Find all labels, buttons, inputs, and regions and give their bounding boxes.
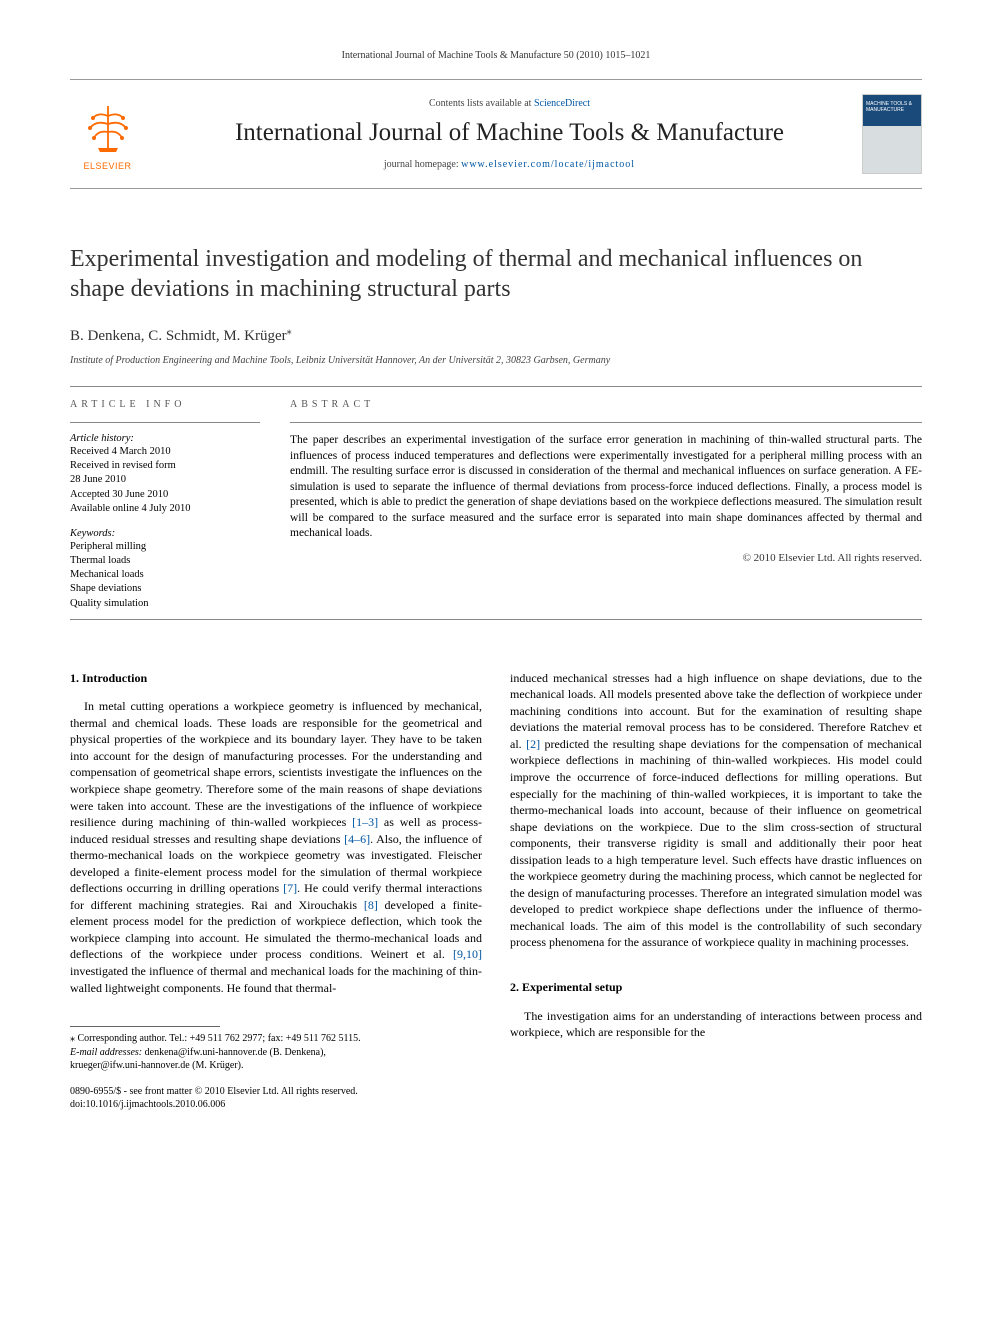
keyword: Peripheral milling [70,540,260,554]
body-column-left: 1. Introduction In metal cutting operati… [70,670,482,1112]
history-label: Article history: [70,433,260,444]
abstract-label: abstract [290,399,922,410]
email-footnote-2: krueger@ifw.uni-hannover.de (M. Krüger). [70,1059,482,1073]
sciencedirect-link[interactable]: ScienceDirect [534,98,590,109]
affiliation: Institute of Production Engineering and … [70,355,922,366]
contents-available: Contents lists available at ScienceDirec… [157,98,862,109]
masthead-center: Contents lists available at ScienceDirec… [157,98,862,170]
contents-prefix: Contents lists available at [429,98,534,109]
ref-link[interactable]: [9,10] [453,947,482,961]
author-list: B. Denkena, C. Schmidt, M. Krüger [70,328,287,344]
journal-homepage: journal homepage: www.elsevier.com/locat… [157,159,862,170]
authors: B. Denkena, C. Schmidt, M. Krüger⁎ [70,326,922,345]
section-heading-setup: 2. Experimental setup [510,979,922,996]
keyword: Quality simulation [70,597,260,611]
info-divider [70,422,260,423]
running-header: International Journal of Machine Tools &… [70,50,922,61]
ref-link[interactable]: [4–6] [344,832,370,846]
abstract-divider [290,422,922,423]
ref-link[interactable]: [8] [364,898,378,912]
divider-top [70,386,922,387]
abstract-column: abstract The paper describes an experime… [290,399,922,611]
keyword: Mechanical loads [70,568,260,582]
abstract-text: The paper describes an experimental inve… [290,433,922,542]
setup-paragraph: The investigation aims for an understand… [510,1008,922,1041]
email-footnote: E-mail addresses: denkena@ifw.uni-hannov… [70,1046,482,1060]
keywords-label: Keywords: [70,528,260,539]
elsevier-logo: ELSEVIER [70,92,145,177]
footnote-divider [70,1026,220,1027]
article-title: Experimental investigation and modeling … [70,244,922,304]
history-item: 28 June 2010 [70,473,260,487]
homepage-prefix: journal homepage: [384,159,461,170]
doi-line: doi:10.1016/j.ijmachtools.2010.06.006 [70,1098,482,1112]
journal-name: International Journal of Machine Tools &… [157,119,862,147]
intro-text-1: In metal cutting operations a workpiece … [70,699,482,829]
article-info-column: article info Article history: Received 4… [70,399,260,611]
article-info-label: article info [70,399,260,410]
ref-link[interactable]: [7] [283,881,297,895]
email-label: E-mail addresses: [70,1047,142,1058]
corresponding-footnote: ⁎ Corresponding author. Tel.: +49 511 76… [70,1032,482,1046]
masthead: ELSEVIER Contents lists available at Sci… [70,79,922,189]
section-heading-intro: 1. Introduction [70,670,482,687]
journal-cover-thumbnail: MACHINE TOOLS & MANUFACTURE [862,94,922,174]
history-item: Received 4 March 2010 [70,445,260,459]
homepage-link[interactable]: www.elsevier.com/locate/ijmactool [461,159,635,170]
elsevier-tree-icon [78,98,138,158]
elsevier-label: ELSEVIER [83,161,131,171]
email-1: denkena@ifw.uni-hannover.de (B. Denkena)… [145,1047,326,1058]
intro-paragraph: In metal cutting operations a workpiece … [70,698,482,996]
intro-text-1f: investigated the influence of thermal an… [70,964,482,995]
keyword: Thermal loads [70,554,260,568]
cover-title: MACHINE TOOLS & MANUFACTURE [866,101,918,113]
corresponding-marker: ⁎ [287,326,292,337]
history-item: Accepted 30 June 2010 [70,488,260,502]
ref-link[interactable]: [2] [526,737,540,751]
ref-link[interactable]: [1–3] [352,815,378,829]
history-item: Received in revised form [70,459,260,473]
issn-line: 0890-6955/$ - see front matter © 2010 El… [70,1085,482,1099]
abstract-copyright: © 2010 Elsevier Ltd. All rights reserved… [290,552,922,564]
intro-paragraph-cont: induced mechanical stresses had a high i… [510,670,922,951]
divider-bottom [70,619,922,620]
keyword: Shape deviations [70,582,260,596]
intro-text-2b: predicted the resulting shape deviations… [510,737,922,950]
body-column-right: induced mechanical stresses had a high i… [510,670,922,1112]
history-item: Available online 4 July 2010 [70,502,260,516]
